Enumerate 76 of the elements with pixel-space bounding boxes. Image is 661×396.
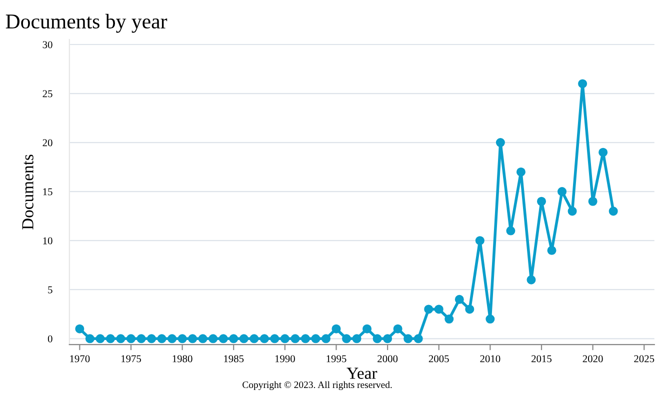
x-tick-label: 2010 [480,355,500,362]
point [146,334,156,344]
point [229,334,238,344]
point [506,226,516,236]
x-tick-label: 1980 [172,355,192,362]
x-tick-label: 2025 [634,355,654,362]
point [75,324,84,334]
text: Copyright © 2023. All rights reserved. [242,381,392,390]
point [270,334,280,344]
point [342,334,352,344]
point [383,334,392,344]
point [116,334,126,344]
point [198,334,208,344]
point [352,334,362,344]
x-tick-label: 1985 [224,355,244,362]
point [208,334,218,344]
x-tick-label: 2020 [582,355,603,362]
point [362,324,372,334]
point [332,324,341,334]
point [290,334,300,344]
x-tick-label: 1975 [121,355,141,362]
chart-title: Documents by year [6,14,168,33]
x-tick-label: 2015 [532,355,552,362]
y-tick-label: 30 [42,41,52,48]
x-tick-label: 1995 [326,355,346,362]
point [558,187,567,196]
x-axis-title: Year [346,368,378,379]
point [465,304,474,314]
point [321,334,330,344]
point [516,167,526,176]
point [393,324,402,334]
point [414,334,423,344]
point [136,334,146,344]
point [568,206,577,216]
point [311,334,320,344]
point [300,334,310,344]
y-tick-label: 10 [43,237,52,244]
point [188,334,198,344]
point [496,138,505,148]
point [486,314,495,324]
y-tick-label: 15 [43,188,52,196]
point [434,304,444,314]
point [404,334,413,344]
point [454,294,464,304]
y-tick-label: 25 [42,90,52,98]
point [168,334,177,344]
point [526,275,536,284]
point [239,334,248,344]
point [372,334,382,344]
y-tick-label: 5 [48,286,52,294]
point [547,246,556,255]
point [218,334,228,344]
point [106,334,115,344]
point [178,334,187,344]
y-tick-label: 0 [48,335,52,342]
point [96,334,105,344]
point [85,334,94,344]
point [588,196,598,206]
point [424,304,434,314]
x-tick-label: 2000 [378,355,398,362]
point [444,314,454,324]
point [157,334,166,344]
point [126,334,136,344]
x-tick-label: 2005 [428,355,449,362]
point [280,334,290,344]
point [536,196,546,206]
y-tick-label: 20 [42,139,52,146]
point [578,79,588,88]
point [260,334,269,344]
point [475,236,484,246]
point [598,148,608,157]
point [250,334,259,344]
point [608,206,618,216]
x-tick-label: 1990 [275,355,295,362]
x-tick-label: 1970 [70,355,90,362]
y-axis-title: Documents [22,154,34,230]
